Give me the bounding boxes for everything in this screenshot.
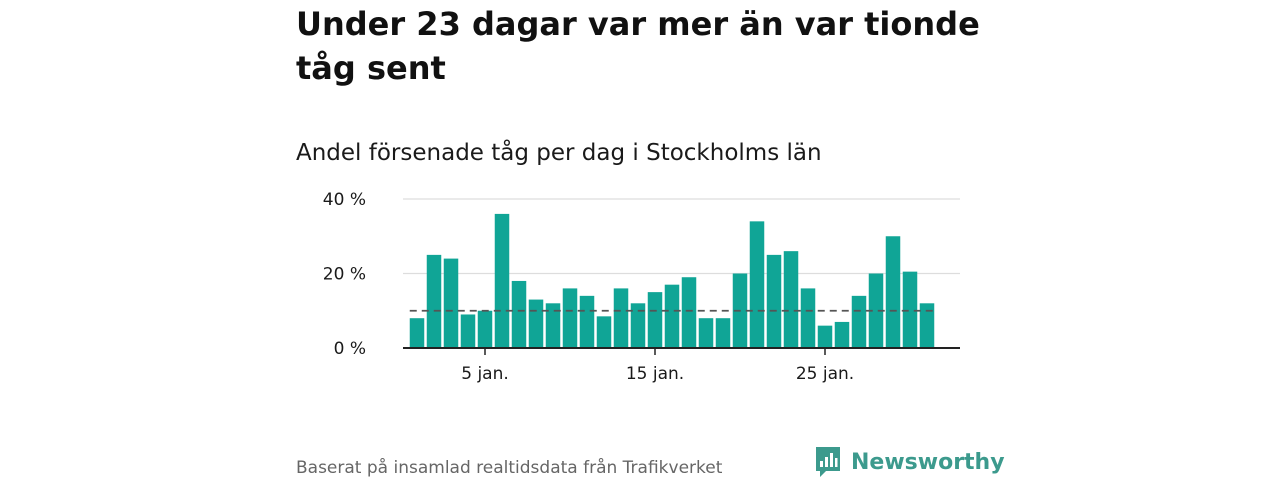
y-tick-label: 0 % [334, 339, 366, 359]
bar [919, 303, 935, 348]
bar [494, 213, 510, 348]
y-tick-label: 20 % [323, 265, 366, 285]
bar [426, 254, 442, 348]
source-note: Baserat på insamlad realtidsdata från Tr… [296, 458, 723, 478]
bar [715, 318, 731, 348]
bar [630, 303, 646, 348]
bar [749, 221, 765, 348]
bar [511, 280, 527, 348]
bar [817, 325, 833, 348]
bars [409, 213, 935, 348]
bar [460, 314, 476, 348]
bar [783, 251, 799, 348]
bar [647, 292, 663, 348]
bar [596, 316, 612, 348]
bar [664, 284, 680, 348]
bar [766, 254, 782, 348]
bar [902, 271, 918, 348]
chart-subtitle: Andel försenade tåg per dag i Stockholms… [296, 140, 822, 166]
newsworthy-logo-icon [816, 447, 840, 477]
x-tick-label: 15 jan. [626, 364, 684, 384]
bar [851, 295, 867, 348]
newsworthy-logo: Newsworthy [814, 444, 1005, 480]
y-tick-label: 40 % [323, 190, 366, 210]
bar [477, 310, 493, 348]
bar [681, 277, 697, 348]
bar [545, 303, 561, 348]
bar [528, 299, 544, 348]
bar [562, 288, 578, 348]
bar-chart: 0 % 20 % 40 % 5 jan. 15 jan. 25 jan. [323, 190, 960, 384]
gridlines [403, 198, 960, 275]
chart-title: Under 23 dagar var mer än var tionde tåg… [296, 5, 980, 87]
x-tick-label: 5 jan. [461, 364, 509, 384]
bar [834, 321, 850, 348]
brand-name: Newsworthy [851, 449, 1005, 475]
bar [409, 318, 425, 348]
bar [698, 318, 714, 348]
bar [800, 288, 816, 348]
bar [579, 295, 595, 348]
bar [613, 288, 629, 348]
y-axis-tick-labels: 0 % 20 % 40 % [323, 190, 366, 359]
bar [868, 273, 884, 348]
x-tick-label: 25 jan. [796, 364, 854, 384]
bar [443, 258, 459, 348]
bar [885, 236, 901, 348]
x-axis-tick-labels: 5 jan. 15 jan. 25 jan. [461, 348, 854, 384]
